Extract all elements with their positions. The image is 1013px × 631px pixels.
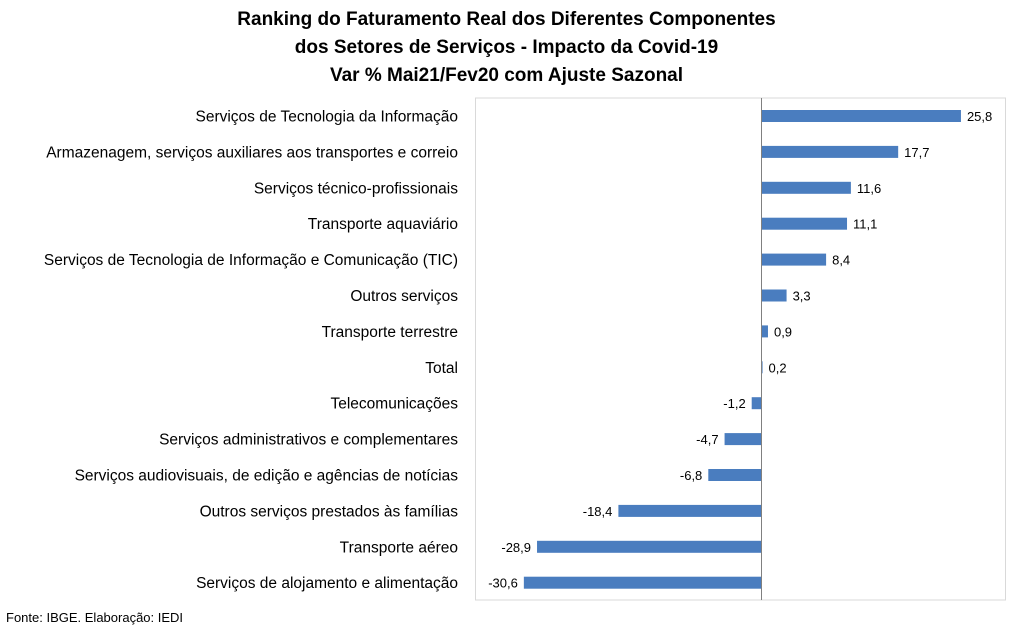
category-label: Transporte aéreo	[340, 539, 458, 556]
bar	[761, 325, 768, 338]
category-label: Telecomunicações	[330, 396, 458, 413]
value-label: -4,7	[696, 432, 718, 447]
chart-title-line-1: Ranking do Faturamento Real dos Diferent…	[237, 9, 776, 30]
plot-area	[475, 97, 1006, 601]
category-label: Outros serviços	[350, 288, 458, 305]
bar	[618, 504, 761, 517]
category-label: Outros serviços prestados às famílias	[200, 503, 459, 520]
bar	[761, 289, 787, 302]
category-label: Serviços de Tecnologia da Informação	[195, 109, 458, 126]
bar	[708, 469, 761, 481]
category-label: Serviços de Tecnologia de Informação e C…	[44, 252, 458, 269]
value-label: -6,8	[680, 468, 702, 483]
category-label: Serviços de alojamento e alimentação	[196, 575, 458, 592]
category-label: Serviços administrativos e complementare…	[159, 432, 458, 449]
chart-title-line-3: Var % Mai21/Fev20 com Ajuste Sazonal	[329, 65, 684, 86]
value-label: 11,6	[857, 181, 881, 196]
value-label: 0,9	[774, 324, 792, 339]
value-label: -28,9	[501, 540, 531, 555]
value-label: -18,4	[583, 504, 613, 519]
value-label: 25,8	[967, 109, 992, 124]
category-label: Serviços audiovisuais, de edição e agênc…	[75, 468, 459, 485]
value-label: 17,7	[904, 145, 929, 160]
bar	[761, 253, 827, 266]
value-label: -1,2	[723, 396, 745, 411]
category-label: Armazenagem, serviços auxiliares aos tra…	[46, 144, 458, 161]
source-note: Fonte: IBGE. Elaboração: IEDI	[6, 610, 184, 625]
bar	[724, 433, 761, 446]
chart-title-line-2: dos Setores de Serviços - Impacto da Cov…	[294, 37, 719, 58]
category-label: Serviços técnico-profissionais	[254, 180, 458, 197]
category-label: Transporte aquaviário	[308, 216, 458, 233]
bar	[761, 145, 899, 158]
bar	[761, 217, 848, 230]
value-label: 8,4	[832, 253, 850, 268]
value-label: 11,1	[853, 217, 877, 232]
value-label: 3,3	[793, 289, 811, 304]
value-label: -30,6	[488, 576, 518, 591]
bar	[761, 110, 961, 122]
bar	[523, 576, 761, 589]
bar	[751, 397, 761, 410]
value-label: 0,2	[769, 360, 787, 375]
bar	[761, 181, 851, 194]
category-label: Transporte terrestre	[322, 324, 458, 341]
category-label: Total	[425, 360, 458, 377]
bar	[537, 540, 761, 553]
chart-title: Ranking do Faturamento Real dos Diferent…	[0, 6, 1013, 90]
